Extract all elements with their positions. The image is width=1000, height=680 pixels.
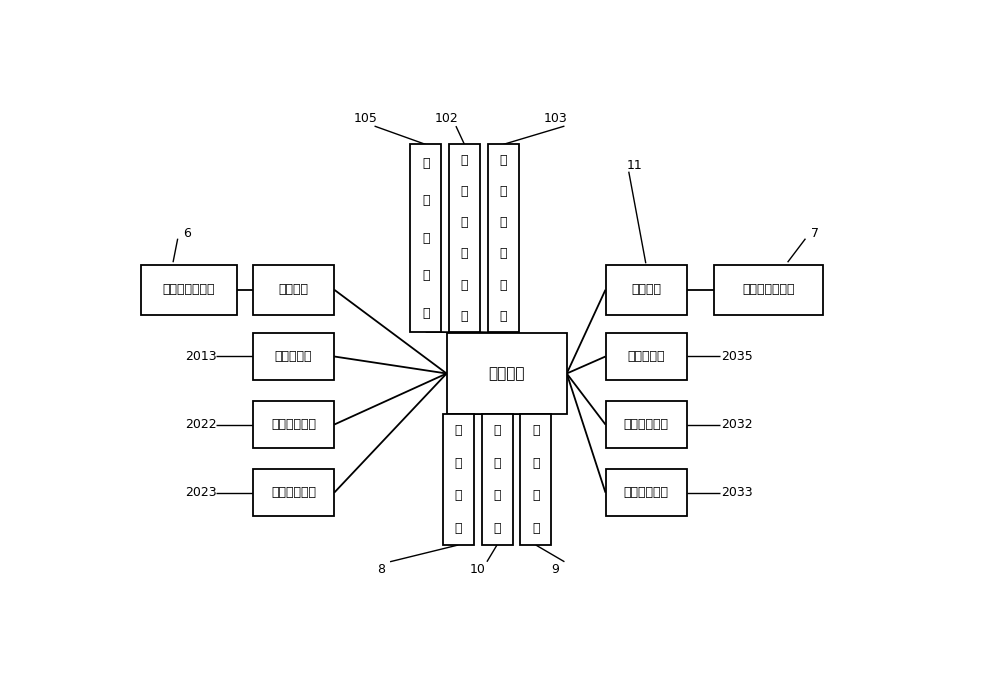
- Text: 7: 7: [811, 227, 819, 240]
- Bar: [606, 333, 687, 380]
- Text: 6: 6: [183, 227, 191, 240]
- Bar: [606, 265, 687, 315]
- Text: 低: 低: [499, 216, 507, 229]
- Text: 液: 液: [499, 248, 507, 260]
- Text: 2022: 2022: [185, 418, 217, 431]
- Text: 装: 装: [493, 490, 501, 503]
- Bar: [443, 414, 474, 545]
- Text: 置: 置: [454, 522, 462, 535]
- Text: 计: 计: [499, 310, 507, 323]
- Text: 第: 第: [422, 156, 429, 170]
- Text: 计: 计: [461, 310, 468, 323]
- Text: 2023: 2023: [185, 486, 217, 499]
- Text: 102: 102: [435, 112, 458, 124]
- Text: 装: 装: [532, 490, 540, 503]
- Text: 第二平衡冷水泵: 第二平衡冷水泵: [742, 284, 794, 296]
- Text: 第一电磁阀: 第一电磁阀: [275, 350, 312, 363]
- Text: 位: 位: [499, 279, 507, 292]
- Text: 103: 103: [543, 112, 567, 124]
- Text: 第二低液位计: 第二低液位计: [624, 486, 669, 499]
- Text: 中控芯片: 中控芯片: [488, 366, 525, 381]
- Text: 温: 温: [493, 457, 501, 470]
- Text: 11: 11: [627, 159, 643, 172]
- Text: 第一低液位计: 第一低液位计: [271, 486, 316, 499]
- Text: 液: 液: [461, 248, 468, 260]
- Text: 风: 风: [454, 424, 462, 437]
- Text: 2033: 2033: [721, 486, 753, 499]
- Text: 位: 位: [461, 279, 468, 292]
- Text: 阀: 阀: [422, 307, 429, 320]
- Text: 测: 测: [493, 424, 501, 437]
- Text: 三: 三: [499, 185, 507, 198]
- Bar: [714, 265, 822, 315]
- Text: 热: 热: [532, 457, 540, 470]
- Text: 第: 第: [461, 154, 468, 167]
- Text: 8: 8: [377, 563, 385, 576]
- Text: 磁: 磁: [422, 269, 429, 282]
- Text: 10: 10: [470, 563, 486, 576]
- Text: 加: 加: [532, 424, 540, 437]
- Bar: [410, 144, 441, 332]
- Bar: [253, 401, 334, 448]
- Text: 第一驱动: 第一驱动: [279, 284, 309, 296]
- Text: 置: 置: [532, 522, 540, 535]
- Bar: [520, 414, 551, 545]
- Text: 第一平衡热水泵: 第一平衡热水泵: [163, 284, 215, 296]
- Text: 高: 高: [461, 216, 468, 229]
- Bar: [606, 469, 687, 516]
- Bar: [488, 144, 519, 332]
- Bar: [253, 469, 334, 516]
- Text: 三: 三: [422, 194, 429, 207]
- Bar: [606, 401, 687, 448]
- Text: 105: 105: [353, 112, 377, 124]
- Text: 第二高液位计: 第二高液位计: [624, 418, 669, 431]
- Text: 2032: 2032: [721, 418, 753, 431]
- Text: 9: 9: [551, 563, 559, 576]
- Bar: [253, 265, 334, 315]
- Text: 装: 装: [454, 490, 462, 503]
- Bar: [253, 333, 334, 380]
- Text: 第一高液位计: 第一高液位计: [271, 418, 316, 431]
- Text: 置: 置: [493, 522, 501, 535]
- Bar: [447, 333, 567, 414]
- Text: 第二驱动: 第二驱动: [631, 284, 661, 296]
- Text: 第: 第: [499, 154, 507, 167]
- Text: 三: 三: [461, 185, 468, 198]
- Text: 2035: 2035: [721, 350, 753, 363]
- Text: 第二电磁阀: 第二电磁阀: [627, 350, 665, 363]
- Text: 冷: 冷: [454, 457, 462, 470]
- Bar: [449, 144, 480, 332]
- Bar: [482, 414, 512, 545]
- Text: 电: 电: [422, 232, 429, 245]
- Text: 2013: 2013: [185, 350, 217, 363]
- Bar: [140, 265, 237, 315]
